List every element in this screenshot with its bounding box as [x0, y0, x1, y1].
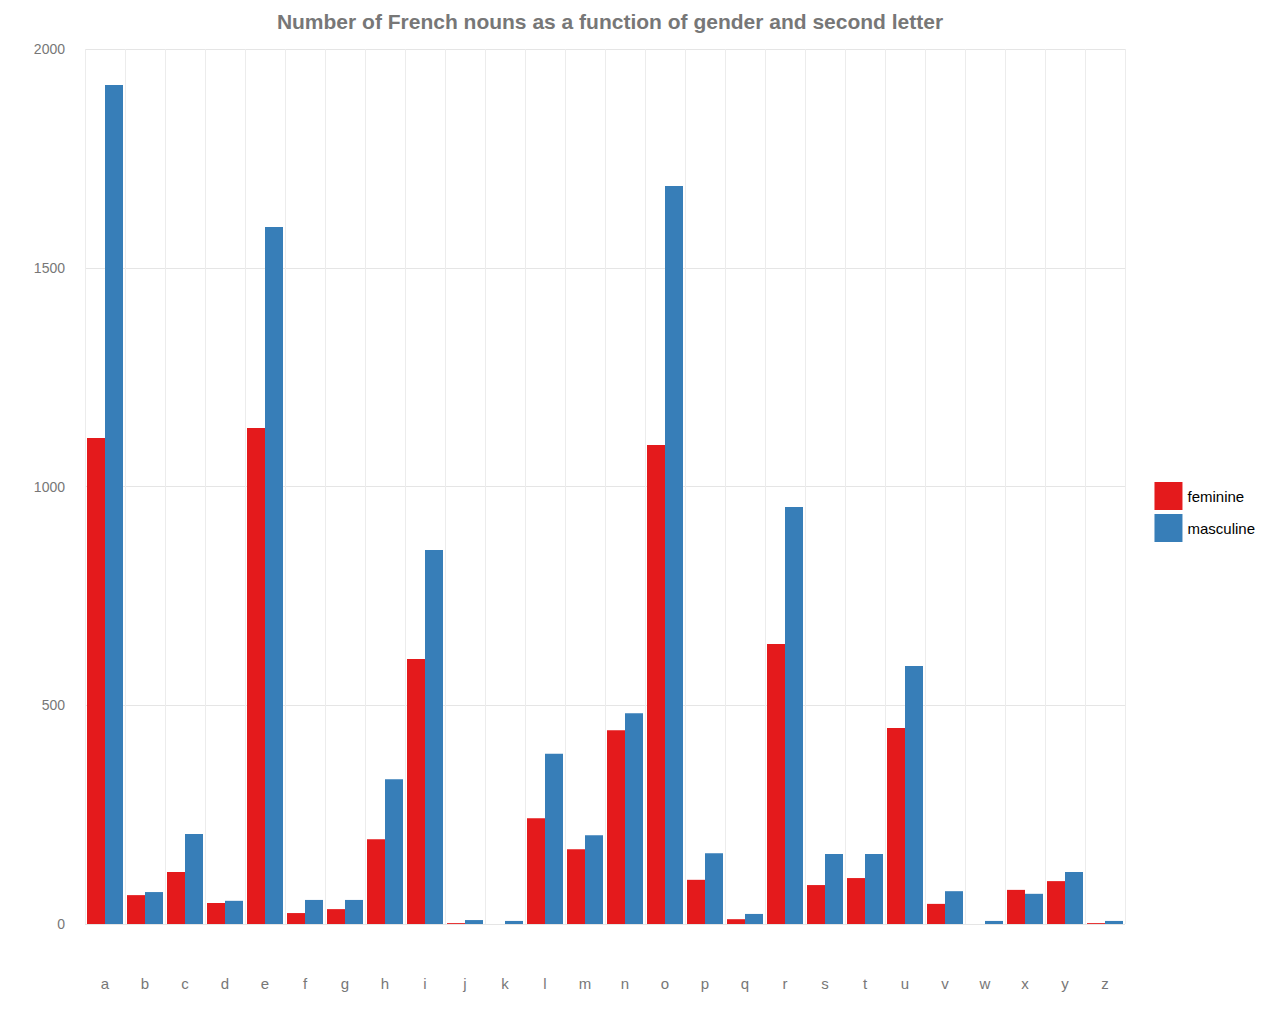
svg-text:p: p [701, 975, 709, 992]
svg-text:s: s [821, 975, 829, 992]
svg-text:0: 0 [57, 916, 65, 932]
svg-text:n: n [621, 975, 629, 992]
svg-text:t: t [863, 975, 868, 992]
svg-text:d: d [221, 975, 229, 992]
svg-text:k: k [501, 975, 509, 992]
svg-text:feminine: feminine [1187, 488, 1244, 505]
svg-text:Number of French nouns as a fu: Number of French nouns as a function of … [277, 10, 943, 33]
svg-text:u: u [901, 975, 909, 992]
svg-text:x: x [1021, 975, 1029, 992]
svg-text:500: 500 [42, 697, 66, 713]
svg-text:e: e [261, 975, 269, 992]
svg-text:v: v [941, 975, 949, 992]
svg-text:g: g [341, 975, 349, 992]
svg-text:masculine: masculine [1187, 520, 1255, 537]
svg-text:1000: 1000 [34, 479, 65, 495]
svg-text:i: i [423, 975, 426, 992]
svg-text:z: z [1101, 975, 1109, 992]
svg-text:j: j [462, 975, 466, 992]
svg-text:y: y [1061, 975, 1069, 992]
svg-text:r: r [783, 975, 788, 992]
svg-text:w: w [979, 975, 991, 992]
svg-text:a: a [101, 975, 110, 992]
svg-text:q: q [741, 975, 749, 992]
svg-text:c: c [181, 975, 189, 992]
svg-text:h: h [381, 975, 389, 992]
svg-text:2000: 2000 [34, 41, 65, 57]
svg-text:1500: 1500 [34, 260, 65, 276]
svg-text:m: m [579, 975, 592, 992]
svg-text:b: b [141, 975, 149, 992]
svg-text:o: o [661, 975, 669, 992]
svg-text:l: l [543, 975, 546, 992]
svg-text:f: f [303, 975, 308, 992]
